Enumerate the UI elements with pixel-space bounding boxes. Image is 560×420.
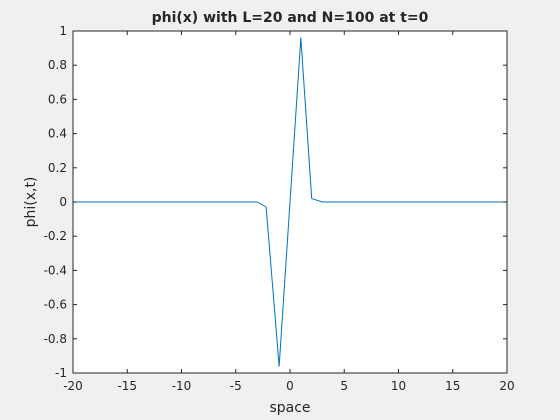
- x-tick-label: 5: [340, 379, 348, 393]
- x-tick-label: 0: [286, 379, 294, 393]
- y-tick-label: 1: [59, 24, 67, 38]
- x-axis-ticks: -20 -15 -10 -5 0 5 10 15 20: [63, 31, 515, 393]
- y-tick-label: 0.6: [48, 92, 67, 106]
- y-tick-label: 0.2: [48, 161, 67, 175]
- x-tick-label: -10: [172, 379, 192, 393]
- x-tick-label: 20: [499, 379, 514, 393]
- series-layer: [73, 37, 507, 367]
- y-tick-label: -0.8: [44, 332, 67, 346]
- y-tick-label: -0.6: [44, 298, 67, 312]
- x-tick-label: -20: [63, 379, 83, 393]
- y-tick-label: -0.2: [44, 229, 67, 243]
- x-tick-label: -5: [230, 379, 242, 393]
- x-tick-label: 10: [391, 379, 406, 393]
- y-axis-label: phi(x,t): [23, 177, 39, 228]
- y-tick-label: -1: [55, 366, 67, 380]
- x-axis-label: space: [269, 400, 310, 416]
- series-line-1: [73, 37, 507, 367]
- y-tick-label: -0.4: [44, 263, 67, 277]
- y-tick-label: 0.8: [48, 58, 67, 72]
- chart-title: phi(x) with L=20 and N=100 at t=0: [152, 10, 429, 26]
- y-axis-ticks: -1 -0.8 -0.6 -0.4 -0.2 0 0.2 0.4 0.6 0.8 1: [44, 24, 507, 380]
- y-tick-label: 0.4: [48, 127, 67, 141]
- x-tick-label: 15: [445, 379, 460, 393]
- x-tick-label: -15: [117, 379, 137, 393]
- y-tick-label: 0: [59, 195, 67, 209]
